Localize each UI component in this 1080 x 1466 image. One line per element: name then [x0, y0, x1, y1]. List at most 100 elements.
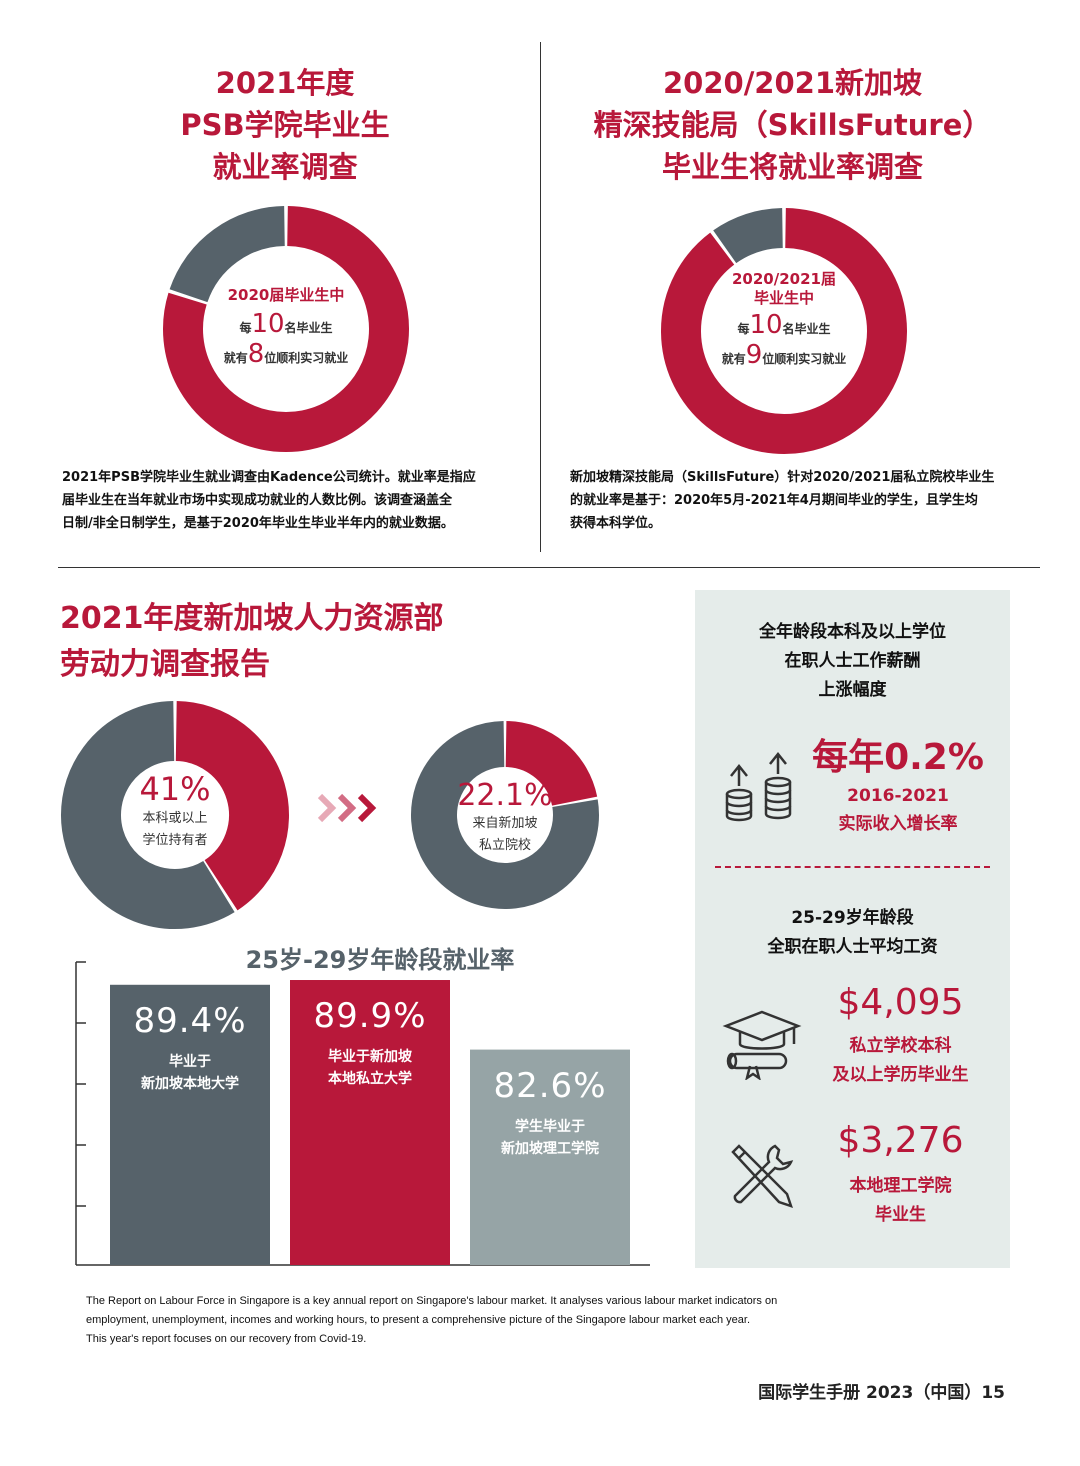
- panel-section2-title-line: 全职在职人士平均工资: [767, 937, 938, 957]
- skills-donut-line1-num: 10: [749, 310, 783, 340]
- skills-donut-slice-1: [713, 208, 784, 264]
- psb-title-line: 2021年度: [215, 66, 355, 100]
- private-institutions-label-line: 来自新加坡: [472, 816, 538, 831]
- psb-donut-line1-pre: 每: [239, 321, 252, 335]
- psb-desc-line: 2021年PSB学院毕业生就业调查由Kadence公司统计。就业率是指应: [62, 470, 476, 485]
- skills-donut-line2-post: 位顺利实习就业: [762, 352, 847, 366]
- graduation-cap-icon: [722, 1010, 802, 1080]
- salary2-label-line: 本地理工学院: [849, 1176, 952, 1196]
- degree-holders-value: 41%: [139, 770, 211, 808]
- psb-donut-line2: 就有8位顺利实习就业: [192, 339, 380, 369]
- skills-donut-line2: 就有9位顺利实习就业: [690, 340, 878, 370]
- psb-desc-line: 日制/非全日制学生，是基于2020年毕业生毕业半年内的就业数据。: [62, 516, 454, 531]
- growth-label: 2016-2021 实际收入增长率: [808, 782, 988, 838]
- psb-donut-line2-pre: 就有: [223, 351, 248, 365]
- bar-category-label-line: 学生毕业于: [515, 1118, 585, 1135]
- psb-donut-text: 2020届毕业生中 每10名毕业生 就有8位顺利实习就业: [192, 284, 380, 369]
- salary1-label: 私立学校本科 及以上学历毕业生: [808, 1032, 993, 1090]
- footer-note-line: This year's report focuses on our recove…: [86, 1333, 367, 1345]
- degree-holders-donut-slice-1: [61, 701, 235, 929]
- footer-note-line: The Report on Labour Force in Singapore …: [86, 1295, 778, 1307]
- panel-section2-title: 25-29岁年龄段 全职在职人士平均工资: [700, 904, 1005, 962]
- bar-category-label: 学生毕业于 新加坡理工学院: [470, 1116, 630, 1160]
- private-institutions-donut-chart: [411, 721, 599, 909]
- bar-label-group: 82.6% 学生毕业于 新加坡理工学院: [470, 1066, 630, 1160]
- private-institutions-value: 22.1%: [457, 778, 553, 813]
- skills-donut-heading-line: 毕业生中: [753, 289, 814, 307]
- skills-donut-heading: 2020/2021届 毕业生中: [690, 270, 878, 308]
- psb-donut-line2-post: 位顺利实习就业: [264, 351, 349, 365]
- tools-icon: [731, 1144, 794, 1208]
- footer-note-line: employment, unemployment, incomes and wo…: [86, 1314, 751, 1326]
- skills-donut-line2-pre: 就有: [721, 352, 746, 366]
- private-institutions-donut-text: 22.1% 来自新加坡 私立院校: [440, 778, 570, 857]
- private-institutions-donut-slice-1: [411, 721, 599, 909]
- psb-donut-line2-num: 8: [247, 339, 265, 369]
- bar-value-label: 82.6%: [493, 1065, 607, 1106]
- degree-holders-donut-slice-0: [174, 701, 289, 911]
- bar-2: [470, 1049, 630, 1265]
- degree-holders-label-line: 本科或以上: [142, 811, 208, 826]
- bar-label-group: 89.9% 毕业于新加坡 本地私立大学: [290, 996, 450, 1090]
- bar-0: [110, 984, 270, 1265]
- skills-donut-line1-post: 名毕业生: [782, 322, 831, 336]
- panel-dashed-divider: [715, 866, 990, 868]
- panel-section1-title-line: 上涨幅度: [818, 680, 887, 700]
- employment-rate-bar-chart: [75, 961, 650, 1266]
- skills-title: 2020/2021新加坡 精深技能局（SkillsFuture） 毕业生将就业率…: [565, 62, 1020, 188]
- degree-holders-donut-chart: [61, 701, 289, 929]
- skills-title-line: 2020/2021新加坡: [662, 66, 923, 100]
- growth-label-line: 实际收入增长率: [838, 814, 958, 834]
- salary1-label-line: 私立学校本科: [849, 1036, 952, 1056]
- panel-section1-title: 全年龄段本科及以上学位 在职人士工作薪酬 上涨幅度: [700, 618, 1005, 705]
- degree-holders-donut-text: 41% 本科或以上 学位持有者: [100, 770, 250, 852]
- private-institutions-label-line: 私立院校: [478, 838, 531, 853]
- bar-label-group: 89.4% 毕业于新加坡本地大学: [110, 1001, 270, 1095]
- skills-donut-line1-pre: 每: [737, 322, 750, 336]
- private-institutions-donut-slice-0: [504, 721, 598, 807]
- bar-chart-title: 25岁-29岁年龄段就业率: [245, 946, 515, 974]
- psb-donut-slice-1: [169, 206, 286, 303]
- bar-category-label: 毕业于新加坡 本地私立大学: [290, 1046, 450, 1090]
- degree-holders-label-line: 学位持有者: [142, 833, 208, 848]
- bar-value-label: 89.9%: [313, 996, 427, 1037]
- panel-section1-title-line: 全年龄段本科及以上学位: [759, 622, 946, 642]
- vertical-divider: [540, 42, 541, 552]
- growth-value: 每年0.2%: [812, 737, 984, 778]
- bar-1: [290, 980, 450, 1265]
- page-label: 国际学生手册 2023（中国）15: [758, 1383, 1005, 1403]
- psb-donut-line1: 每10名毕业生: [192, 309, 380, 339]
- degree-holders-label: 本科或以上 学位持有者: [100, 808, 250, 852]
- bar-category-label-line: 本地私立大学: [328, 1071, 412, 1088]
- skills-desc-line: 新加坡精深技能局（SkillsFuture）针对2020/2021届私立院校毕业…: [570, 470, 995, 485]
- skills-donut-chart: [661, 208, 907, 454]
- coins-growth-icon: [725, 752, 792, 822]
- skills-donut-line1: 每10名毕业生: [690, 310, 878, 340]
- panel-section2-title-line: 25-29岁年龄段: [791, 908, 914, 928]
- psb-title: 2021年度 PSB学院毕业生 就业率调查: [80, 62, 490, 188]
- psb-donut-chart: [163, 206, 409, 452]
- skills-donut-line2-num: 9: [745, 340, 763, 370]
- mom-title-line: 2021年度新加坡人力资源部: [60, 601, 444, 636]
- skills-donut-heading-line: 2020/2021届: [732, 270, 836, 288]
- salary2-label: 本地理工学院 毕业生: [808, 1172, 993, 1230]
- psb-description: 2021年PSB学院毕业生就业调查由Kadence公司统计。就业率是指应 届毕业…: [62, 466, 522, 535]
- salary1-value: $4,095: [837, 982, 964, 1023]
- bar-category-label-line: 毕业于: [169, 1053, 211, 1070]
- skills-desc-line: 获得本科学位。: [570, 516, 662, 531]
- horizontal-divider: [58, 567, 1040, 568]
- psb-title-line: 就业率调查: [212, 150, 358, 184]
- salary2-value: $3,276: [837, 1120, 964, 1161]
- psb-donut-line1-num: 10: [251, 309, 285, 339]
- footer-note: The Report on Labour Force in Singapore …: [86, 1292, 986, 1349]
- mom-title: 2021年度新加坡人力资源部 劳动力调查报告: [60, 596, 620, 688]
- psb-donut-line1-post: 名毕业生: [284, 321, 333, 335]
- mom-title-line: 劳动力调查报告: [60, 647, 270, 682]
- bar-category-label-line: 新加坡本地大学: [141, 1075, 239, 1092]
- skills-description: 新加坡精深技能局（SkillsFuture）针对2020/2021届私立院校毕业…: [570, 466, 1040, 535]
- skills-donut-text: 2020/2021届 毕业生中 每10名毕业生 就有9位顺利实习就业: [690, 270, 878, 370]
- skills-desc-line: 的就业率是基于：2020年5月-2021年4月期间毕业的学生，且学生均: [570, 493, 978, 508]
- bar-value-label: 89.4%: [133, 1000, 247, 1041]
- skills-donut-slice-0: [661, 208, 907, 454]
- bar-category-label-line: 毕业于新加坡: [328, 1049, 412, 1066]
